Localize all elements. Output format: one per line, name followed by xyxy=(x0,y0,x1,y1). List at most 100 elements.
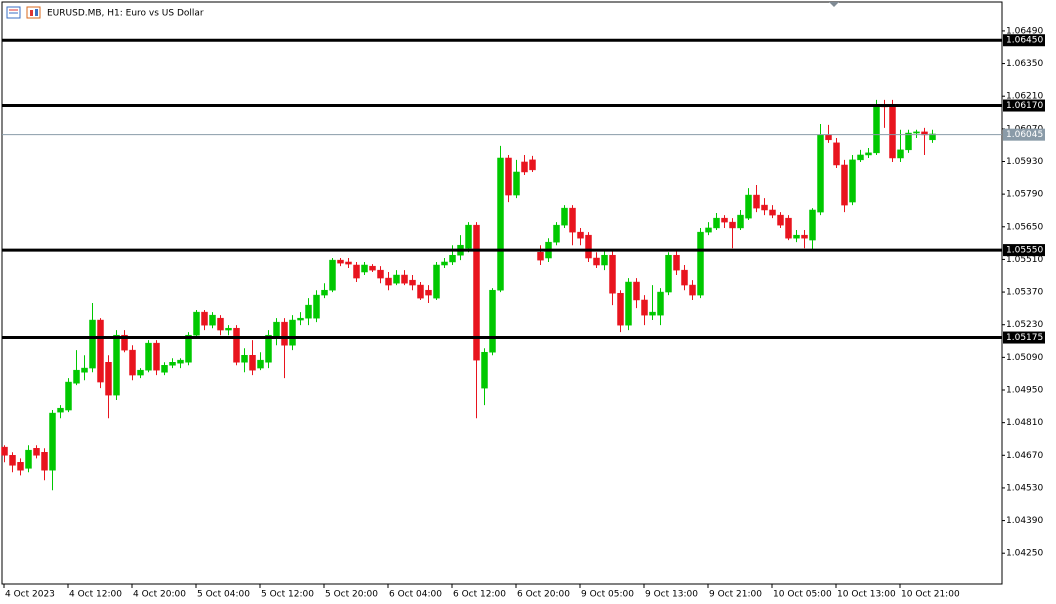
y-tick-label: 1.05090 xyxy=(1006,353,1043,363)
level-box xyxy=(1003,331,1045,344)
candle-body xyxy=(169,362,176,366)
candle-body xyxy=(577,231,584,239)
candle-body xyxy=(505,157,512,196)
candle-body xyxy=(49,412,56,471)
candle-body xyxy=(657,291,664,316)
y-tick-label: 1.05370 xyxy=(1006,288,1043,298)
shift-marker xyxy=(829,2,839,7)
candle-body xyxy=(257,359,264,369)
level-label: 1.05175 xyxy=(1006,333,1043,343)
candle-body xyxy=(865,152,872,156)
icon xyxy=(26,6,41,19)
candle-body xyxy=(417,284,424,299)
candle-body xyxy=(705,227,712,233)
level-box xyxy=(1003,34,1045,47)
x-tick-label: 6 Oct 04:00 xyxy=(389,590,442,600)
candle-body xyxy=(65,381,72,411)
candle-body xyxy=(449,254,456,263)
candle-body xyxy=(289,319,296,346)
current-price-label: 1.06045 xyxy=(1006,130,1043,140)
candle-body xyxy=(897,149,904,159)
candle-body xyxy=(497,157,504,291)
candle-body xyxy=(25,449,32,469)
y-tick-label: 1.06490 xyxy=(1006,26,1043,36)
candle-body xyxy=(129,349,136,376)
x-tick-label: 5 Oct 12:00 xyxy=(261,590,314,600)
candle-body xyxy=(561,207,568,226)
candle-body xyxy=(185,334,192,363)
candle-body xyxy=(601,254,608,266)
level-label: 1.06170 xyxy=(1006,101,1043,111)
candle-body xyxy=(689,284,696,296)
candle-body xyxy=(673,254,680,271)
x-tick-label: 6 Oct 12:00 xyxy=(453,590,506,600)
candle-body xyxy=(617,292,624,326)
icon xyxy=(30,10,33,16)
candle-body xyxy=(841,164,848,206)
candle-body xyxy=(433,264,440,299)
candle-body xyxy=(553,224,560,243)
x-tick-label: 4 Oct 2023 xyxy=(5,590,55,600)
candle-body xyxy=(113,334,120,396)
candle-body xyxy=(665,254,672,293)
x-tick-label: 6 Oct 20:00 xyxy=(517,590,570,600)
candle-body xyxy=(353,264,360,279)
candle-body xyxy=(785,217,792,239)
symbol-icons xyxy=(6,6,41,19)
candle-body xyxy=(905,132,912,151)
candle-body xyxy=(873,104,880,154)
candle-body xyxy=(641,299,648,316)
x-tick-label: 5 Oct 04:00 xyxy=(197,590,250,600)
candle-body xyxy=(609,254,616,294)
candle-body xyxy=(137,369,144,376)
candle-body xyxy=(233,327,240,363)
candle-body xyxy=(121,334,128,351)
candle-body xyxy=(929,133,936,141)
plot-frame xyxy=(1,1,1003,585)
candle-body xyxy=(249,355,256,371)
x-tick-label: 10 Oct 21:00 xyxy=(901,590,960,600)
candle-body xyxy=(409,279,416,286)
candle-body xyxy=(361,264,368,273)
level-label: 1.06450 xyxy=(1006,36,1043,46)
candle-body xyxy=(825,134,832,141)
candle-body xyxy=(753,194,760,209)
y-tick-label: 1.05230 xyxy=(1006,320,1043,330)
candle-body xyxy=(321,289,328,296)
candle-body xyxy=(441,261,448,266)
candle-body xyxy=(1,446,8,456)
candle-body xyxy=(105,362,112,396)
x-tick-label: 9 Oct 05:00 xyxy=(581,590,634,600)
candle-body xyxy=(761,204,768,211)
candle-body xyxy=(401,274,408,284)
candle-body xyxy=(41,452,48,471)
candle-body xyxy=(73,369,80,384)
candle-body xyxy=(777,214,784,226)
candle-body xyxy=(9,455,16,466)
candle-body xyxy=(913,131,920,134)
candle-body xyxy=(337,259,344,264)
candle-body xyxy=(521,161,528,173)
candle-body xyxy=(793,234,800,239)
x-tick-label: 10 Oct 05:00 xyxy=(773,590,832,600)
candle-body xyxy=(225,327,232,331)
candle-body xyxy=(849,159,856,203)
x-tick-label: 4 Oct 20:00 xyxy=(133,590,186,600)
candle-body xyxy=(81,367,88,373)
y-tick-label: 1.04390 xyxy=(1006,516,1043,526)
candle-body xyxy=(817,134,824,213)
candle-body xyxy=(89,319,96,369)
candle-body xyxy=(481,351,488,389)
candle-body xyxy=(745,194,752,219)
candle-body xyxy=(57,407,64,413)
candle-body xyxy=(585,234,592,259)
candle-body xyxy=(649,311,656,316)
candle-body xyxy=(713,217,720,229)
y-tick-label: 1.04950 xyxy=(1006,386,1043,396)
y-tick-label: 1.04250 xyxy=(1006,549,1043,559)
candle-body xyxy=(265,334,272,363)
y-tick-label: 1.05510 xyxy=(1006,255,1043,265)
level-label: 1.05550 xyxy=(1006,246,1043,256)
candle-body xyxy=(857,154,864,161)
